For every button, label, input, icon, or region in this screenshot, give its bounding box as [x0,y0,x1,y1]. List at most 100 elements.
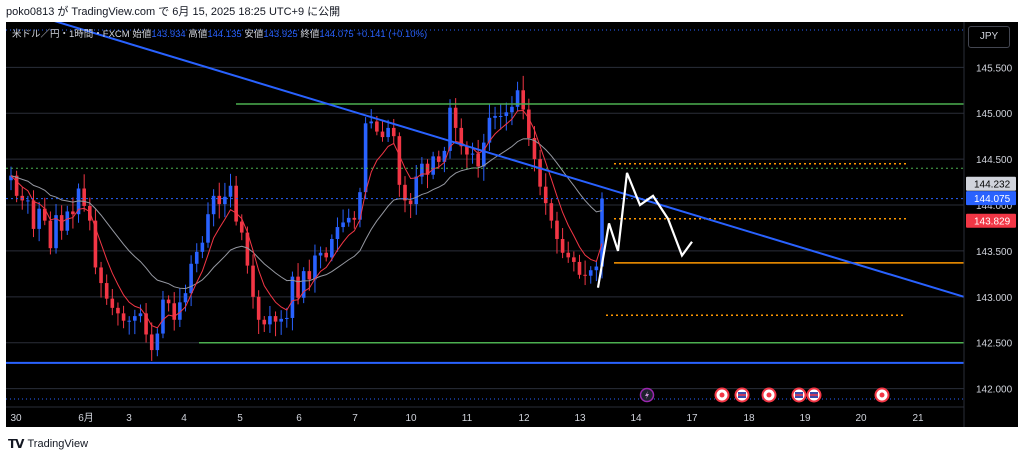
candle-body-down [31,200,36,229]
candle-body-up [487,117,492,143]
time-tick-label: 5 [237,413,243,424]
time-tick-label: 12 [518,413,530,424]
time-tick-label: 19 [799,413,811,424]
trendline[interactable] [51,22,965,298]
central-bank-dot [719,392,725,398]
lightning-glyph [645,391,649,399]
candle-body-down [245,232,250,266]
candle-body-down [408,200,413,205]
candle-body-up [515,90,520,107]
symbol-name[interactable]: 米ドル／円・1時間・FXCM [12,29,130,40]
time-tick-label: 10 [405,413,417,424]
candle-body-down [459,127,464,147]
high-label: 高値 [188,29,208,40]
candle-body-up [9,175,13,181]
candle-body-up [420,163,424,177]
price-tick-label: 142.000 [976,385,1013,396]
time-tick-label: 21 [912,413,924,424]
candle-body-up [493,115,497,118]
price-tag-gray-value: 144.232 [974,180,1011,191]
close-label: 終値 [300,29,320,40]
candle-body-down [566,252,571,258]
candle-body-up [127,320,131,322]
candle-body-down [166,299,171,304]
price-tick-label: 145.000 [976,109,1013,120]
time-tick-label: 14 [630,413,642,424]
candle-body-up [178,302,182,320]
candle-body-down [256,296,261,320]
price-tag-blue-value: 144.075 [974,194,1011,205]
candle-body-down [425,163,430,175]
candle-body-down [465,146,469,155]
candle-body-down [93,220,98,268]
low-label: 安値 [244,29,264,40]
candle-body-down [397,136,402,185]
time-tick-label: 30 [10,413,22,424]
candle-body-up [200,242,205,252]
candle-body-down [476,153,480,167]
projection-path[interactable] [596,172,693,288]
candle-body-down [560,238,565,253]
candle-body-down [572,257,576,262]
time-tick-label: 17 [686,413,698,424]
candle-body-up [358,192,362,220]
candle-body-down [403,184,407,201]
candle-body-up [285,317,289,319]
candle-body-up [335,227,340,239]
chart-canvas[interactable]: 145.500 145.000 144.500 144.000 143.500 143.0… [6,22,1018,427]
candle-body-down [273,316,278,322]
open-value: 143.934 [151,29,186,40]
candle-body-up [498,115,503,117]
candle-body-down [527,109,531,139]
candle-body-up [510,106,514,113]
currency-button[interactable]: JPY [968,26,1010,48]
candle-body-up [268,316,272,325]
candle-body-down [521,90,525,110]
central-bank-dot [766,392,772,398]
chart-pane[interactable]: 145.500 145.000 144.500 144.000 143.500 143.0… [6,22,1018,427]
candle-body-up [594,266,599,271]
candle-body-down [217,195,222,205]
candle-body-up [301,271,306,298]
price-tag-blue [966,191,1016,206]
candle-body-up [155,333,160,351]
price-tag-red [966,213,1016,228]
change-value: +0.141 (+0.10%) [356,29,428,40]
candle-body-up [26,200,30,202]
price-tick-label: 145.500 [976,63,1013,74]
price-tick-label: 144.500 [976,155,1013,166]
low-value: 143.925 [263,29,298,40]
candle-body-up [161,299,165,334]
candle-body-down [549,203,554,221]
price-tick-label: 144.000 [976,201,1013,212]
time-tick-label: 4 [181,413,187,424]
time-tick-label: 13 [574,413,586,424]
candle-body-up [431,156,435,175]
candle-body-down [577,261,582,275]
candle-body-down [48,220,53,249]
price-tick-label: 143.500 [976,247,1013,258]
candle-body-down [436,156,441,162]
candle-body-down [99,267,103,284]
candle-body-up [600,198,604,267]
candle-body-up [318,252,323,256]
time-tick-label: 7 [352,413,358,424]
candle-body-up [138,313,143,317]
candle-body-down [543,186,548,204]
time-tick-label: 6月 [78,412,94,424]
footer-brand[interactable]: 𝗧𝗩 TradingView [8,437,88,451]
candle-body-down [239,221,244,233]
candle-body-down [538,159,542,187]
candle-body-down [59,215,64,231]
candle-body-up [369,121,374,124]
candle-body-down [296,276,300,298]
candle-body-up [504,112,509,116]
candle-body-down [14,175,19,196]
moving-average-slow-line [10,138,603,290]
candle-body-up [133,316,137,321]
close-value: 144.075 [319,29,354,40]
candle-body-up [183,293,188,303]
candle-body-up [363,123,368,193]
footer-brand-text: TradingView [27,438,89,450]
candle-body-down [375,121,379,132]
